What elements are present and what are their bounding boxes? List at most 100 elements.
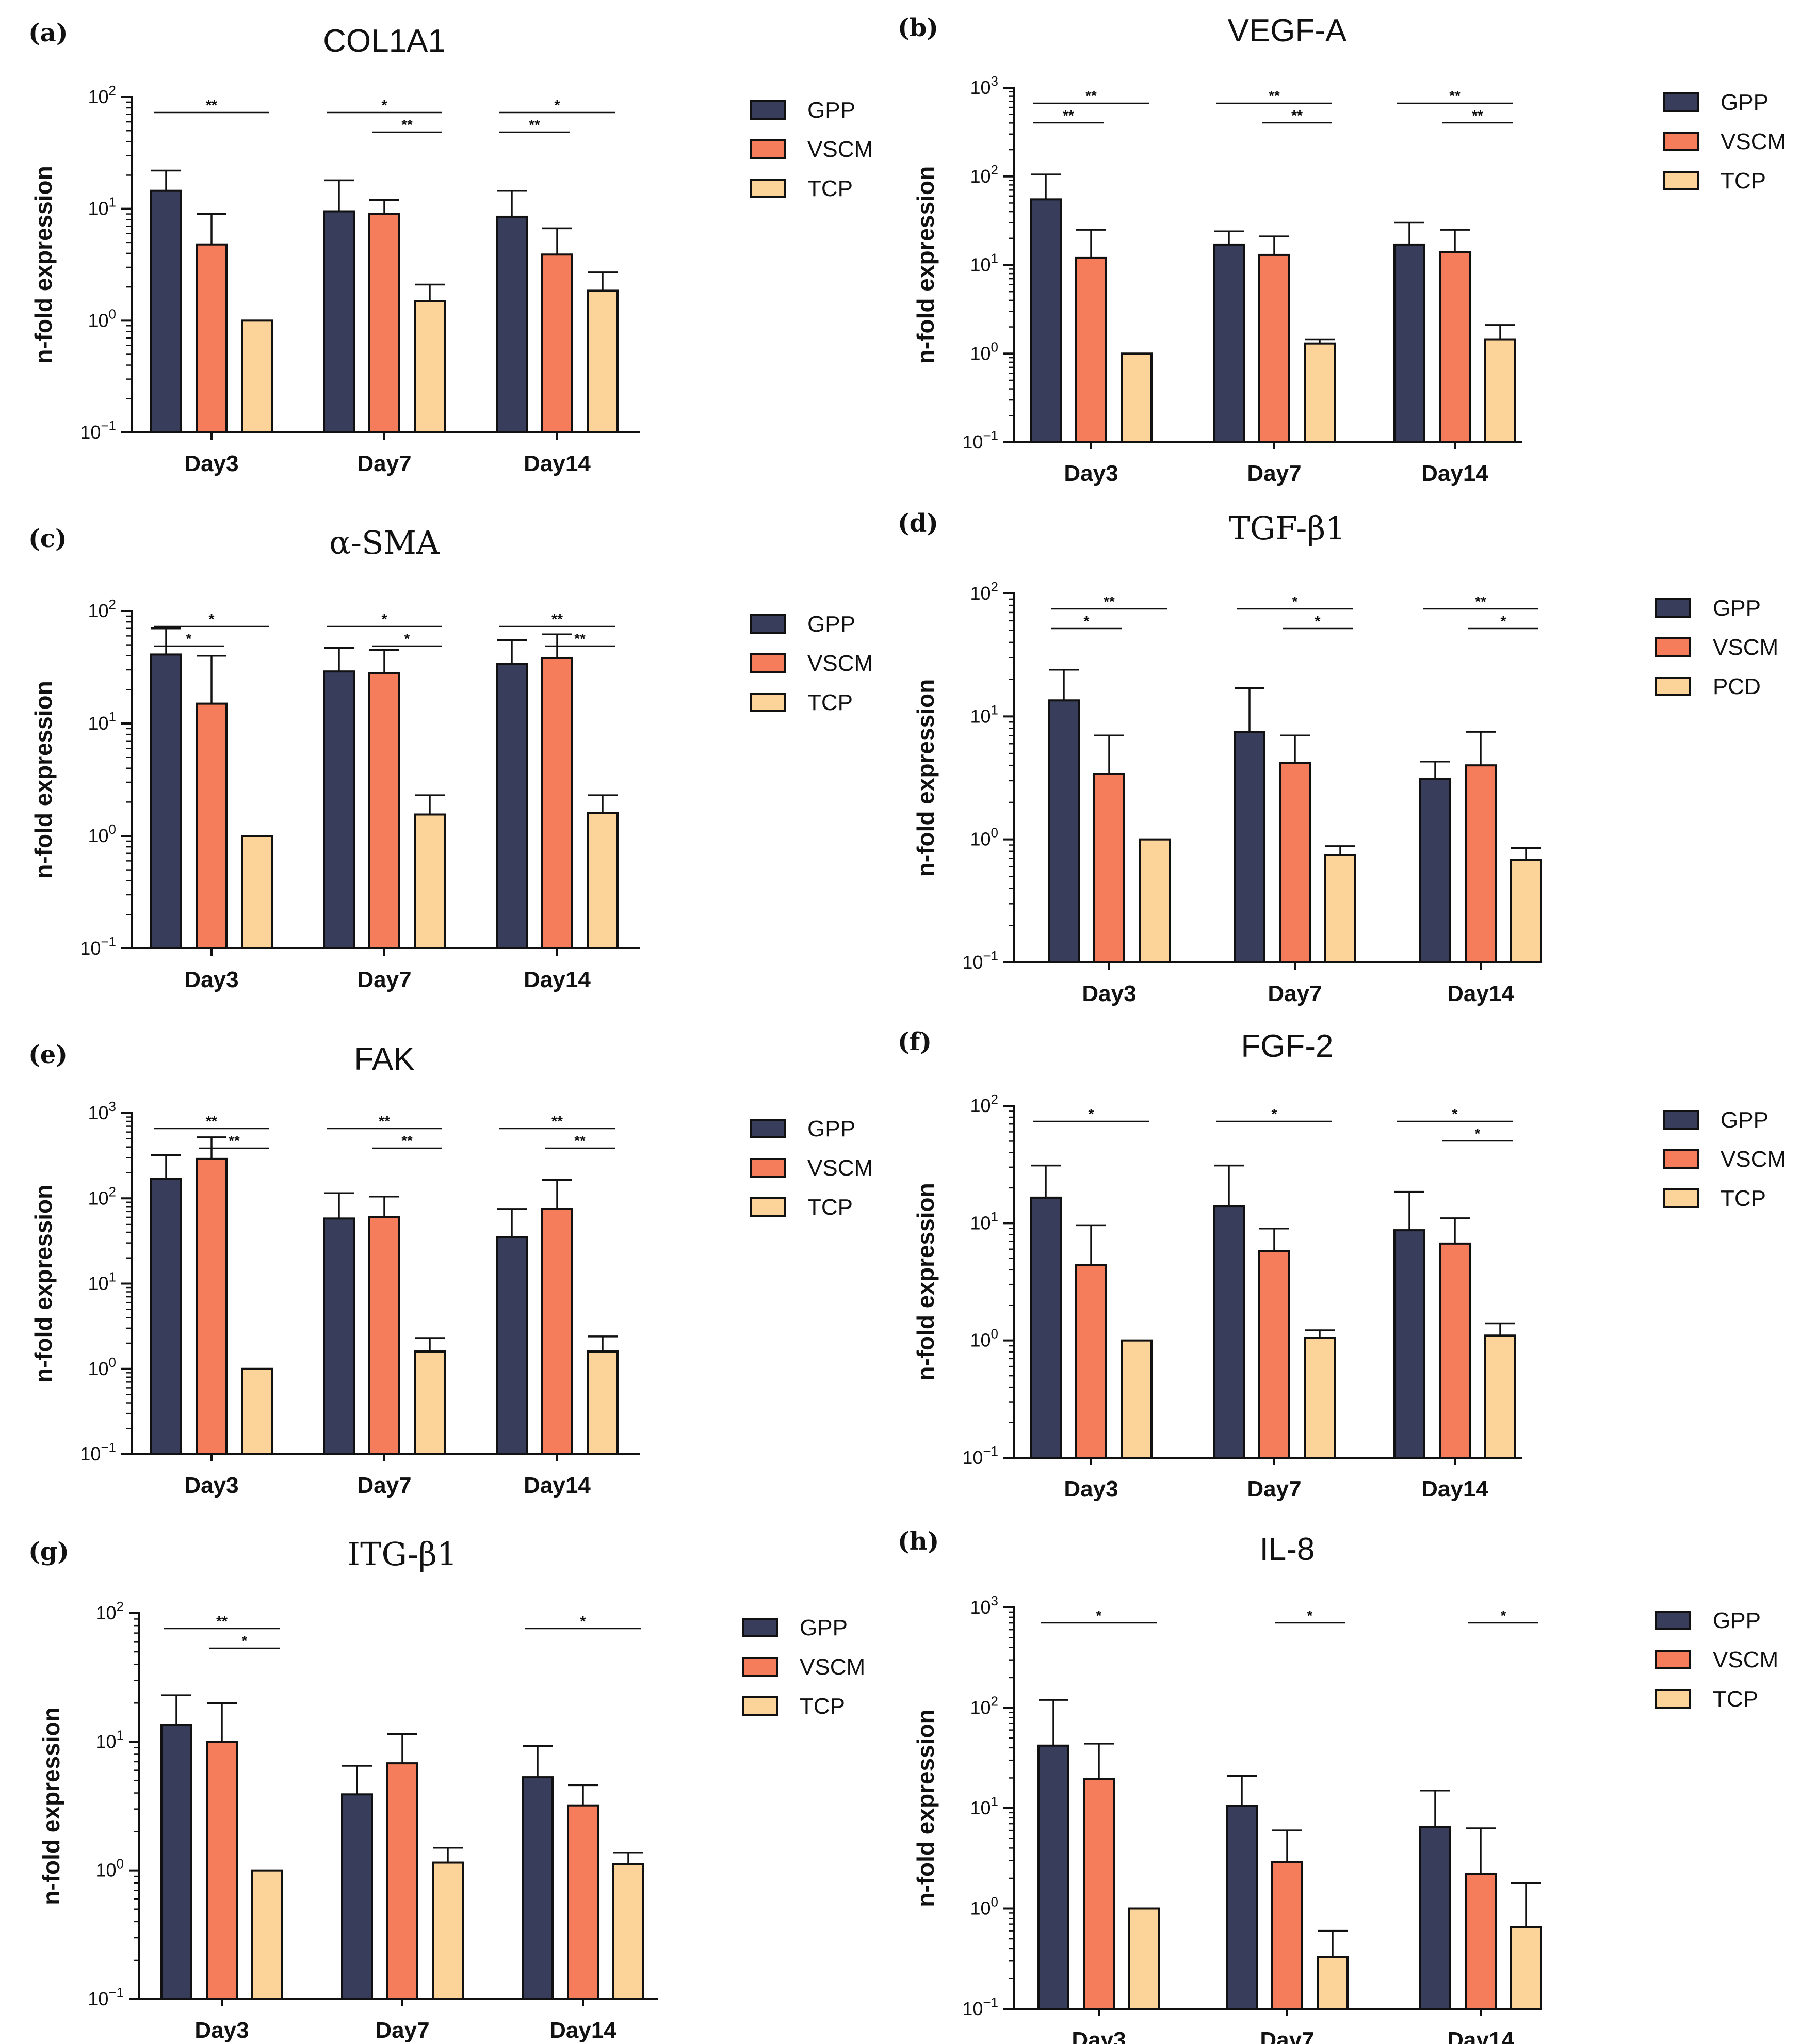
y-tick-exponent: −1 (101, 1440, 116, 1455)
legend-swatch-gpp (750, 100, 786, 120)
bar-gpp-day3 (160, 1724, 192, 2000)
bar-tcp-day14 (587, 289, 619, 433)
legend-swatch-vscm (1663, 132, 1699, 151)
legend-swatch-vscm (742, 1657, 778, 1677)
bar-vscm-day3 (196, 1157, 228, 1455)
x-category-label: Day7 (1247, 461, 1301, 486)
legend-swatch-tcp (742, 1696, 778, 1716)
legend-label: VSCM (807, 651, 873, 676)
x-category-label: Day7 (357, 1473, 411, 1498)
bar-gpp-day14 (1419, 778, 1451, 964)
legend-swatch-gpp (1655, 598, 1691, 618)
y-axis-label: n-fold expression (38, 1707, 64, 1905)
y-tick-label: 101 (88, 195, 116, 219)
y-tick-label: 102 (970, 579, 998, 604)
legend-label: VSCM (1721, 129, 1786, 154)
bar-vscm-day7 (1258, 253, 1290, 443)
bar-tcp-day14 (1484, 1334, 1516, 1459)
bar-tcp-day14 (587, 812, 619, 949)
significance-label: ** (1269, 88, 1280, 104)
y-tick-exponent: 1 (117, 1727, 124, 1743)
panel-letter: (c) (28, 524, 67, 553)
x-category-label: Day7 (1268, 981, 1322, 1006)
x-category-label: Day3 (1064, 1476, 1118, 1502)
bar-gpp-day3 (1048, 699, 1080, 964)
legend-swatch-vscm (750, 139, 786, 159)
bar-tcp-day3 (241, 319, 273, 433)
chart-title: FGF-2 (1241, 1028, 1333, 1064)
y-tick-exponent: 3 (991, 1593, 998, 1608)
significance-label: * (1452, 1106, 1458, 1122)
y-tick-base: 10 (88, 1273, 108, 1294)
legend-label: VSCM (1721, 1147, 1786, 1172)
legend-label: GPP (807, 98, 855, 123)
y-tick-base: 10 (88, 86, 108, 107)
bar-gpp-day14 (496, 215, 528, 433)
x-category-label: Day7 (375, 2018, 429, 2043)
bar-vscm-day7 (368, 672, 400, 949)
y-tick-label: 102 (88, 1184, 116, 1209)
y-tick-base: 10 (970, 1212, 991, 1233)
bar-pcd-day3 (1139, 838, 1171, 963)
chart-title: ITG-β1 (348, 1535, 458, 1573)
legend-swatch-vscm (1663, 1149, 1699, 1169)
significance-label: * (1307, 1607, 1313, 1623)
y-tick-label: 100 (88, 822, 116, 846)
significance-label: ** (1085, 88, 1097, 104)
y-tick-base: 10 (970, 1095, 991, 1116)
significance-label: ** (551, 1113, 563, 1129)
significance-label: ** (574, 1133, 586, 1149)
chart-title: FAK (354, 1041, 414, 1077)
y-tick-base: 10 (970, 166, 991, 187)
panel-letter: (b) (898, 13, 938, 42)
y-tick-label: 103 (88, 1099, 116, 1123)
y-tick-base: 10 (970, 1898, 991, 1919)
bar-tcp-day7 (432, 1861, 464, 2001)
bar-gpp-day3 (1030, 198, 1062, 443)
bar-vscm-day14 (1439, 251, 1471, 443)
bar-gpp-day14 (522, 1776, 554, 2001)
bar-tcp-day7 (1304, 1337, 1336, 1459)
y-tick-base: 10 (970, 1697, 991, 1718)
legend-swatch-vscm (1655, 1650, 1691, 1669)
x-category-label: Day3 (1082, 981, 1136, 1006)
y-tick-exponent: 2 (109, 597, 116, 612)
legend-swatch-tcp (750, 179, 786, 198)
legend-label: TCP (1721, 168, 1766, 194)
y-tick-exponent: 1 (991, 702, 998, 717)
significance-label: ** (1104, 593, 1115, 609)
x-category-label: Day14 (549, 2018, 616, 2043)
chart-panel-f: (f) FGF-2n-fold expression10−1100101102Da… (898, 1027, 1786, 1502)
bar-tcp-day3 (241, 835, 273, 949)
y-tick-base: 10 (88, 310, 108, 331)
y-tick-base: 10 (80, 938, 101, 959)
y-tick-base: 10 (88, 825, 108, 846)
bar-gpp-day3 (1030, 1196, 1062, 1459)
y-tick-label: 10−1 (962, 1994, 998, 2019)
x-category-label: Day3 (1064, 461, 1118, 486)
legend-swatch-vscm (750, 653, 786, 673)
bar-vscm-day7 (1271, 1861, 1303, 2010)
bar-vscm-day14 (1465, 764, 1497, 963)
bar-gpp-day7 (323, 210, 355, 433)
significance-label: ** (574, 631, 586, 647)
y-tick-exponent: −1 (108, 1985, 124, 2000)
y-tick-exponent: 2 (109, 83, 116, 98)
panel-letter: (g) (28, 1537, 69, 1566)
legend-label: TCP (807, 1195, 853, 1220)
y-tick-base: 10 (88, 1187, 108, 1209)
bar-vscm-day14 (541, 1208, 573, 1456)
y-tick-base: 10 (970, 77, 991, 98)
bar-tcp-day7 (414, 813, 446, 949)
y-tick-label: 100 (970, 339, 998, 364)
significance-label: * (1501, 1607, 1506, 1623)
x-category-label: Day14 (1421, 461, 1488, 486)
y-tick-exponent: 0 (109, 822, 116, 837)
bar-vscm-day14 (1439, 1242, 1471, 1459)
y-tick-label: 101 (88, 1269, 116, 1294)
x-category-label: Day14 (524, 967, 591, 992)
legend-swatch-gpp (750, 614, 786, 634)
bar-pcd-day14 (1510, 859, 1542, 963)
